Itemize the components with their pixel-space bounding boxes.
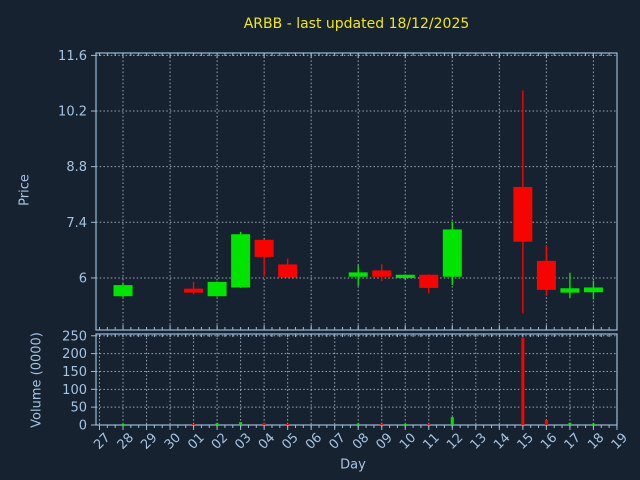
candle-body [184, 288, 204, 293]
volume-bar [286, 424, 290, 425]
price-panel-border [95, 52, 618, 331]
candle-body [113, 285, 133, 297]
volume-bar [356, 423, 360, 425]
volume-panel-border [95, 333, 618, 426]
volume-bar [544, 420, 548, 425]
x-tick-label: 01 [185, 430, 207, 452]
candle-body [395, 274, 415, 278]
candle-body [372, 270, 392, 277]
x-tick-label: 28 [115, 430, 137, 452]
candle-body [513, 186, 533, 242]
price-tick-label: 7.4 [66, 216, 87, 231]
price-tick-label: 6 [79, 271, 87, 286]
x-tick-label: 13 [468, 430, 490, 452]
volume-bar [427, 424, 431, 425]
volume-tick-label: 50 [70, 401, 87, 416]
volume-tick-label: 100 [62, 383, 87, 398]
price-tick-label: 8.8 [66, 160, 87, 175]
volume-bar [215, 423, 219, 425]
candle-body [278, 264, 298, 278]
candle-body [560, 288, 580, 293]
x-tick-label: 07 [326, 430, 348, 452]
x-tick-label: 17 [562, 430, 584, 452]
price-tick-label: 11.6 [58, 49, 87, 64]
x-tick-label: 15 [515, 430, 537, 452]
candle-body [348, 272, 368, 277]
price-tick-label: 10.2 [58, 105, 87, 120]
x-tick-label: 19 [609, 430, 631, 452]
volume-bar [568, 422, 572, 425]
x-tick-label: 18 [585, 430, 607, 452]
volume-bar [192, 424, 196, 425]
volume-bar [380, 423, 384, 425]
volume-bar [239, 422, 243, 425]
price-axis-label: Price [17, 174, 33, 206]
candle-body [254, 239, 274, 257]
candle-body [419, 274, 439, 288]
x-tick-label: 11 [421, 430, 443, 452]
x-tick-label: 03 [232, 430, 254, 452]
x-axis-label: Day [340, 457, 366, 473]
volume-bar [262, 422, 266, 425]
x-tick-label: 06 [303, 430, 325, 452]
x-tick-label: 09 [373, 430, 395, 452]
x-tick-label: 30 [162, 430, 184, 452]
volume-bar [521, 337, 525, 425]
x-tick-label: 27 [91, 430, 113, 452]
volume-bar [591, 423, 595, 425]
volume-tick-label: 200 [62, 347, 87, 362]
x-tick-label: 12 [444, 430, 466, 452]
candle-body [536, 260, 556, 290]
x-tick-label: 29 [138, 430, 160, 452]
x-tick-label: 10 [397, 430, 419, 452]
candle-body [583, 287, 603, 293]
volume-tick-label: 250 [62, 329, 87, 344]
chart-title: ARBB - last updated 18/12/2025 [243, 16, 470, 32]
candle-body [231, 234, 251, 288]
x-tick-label: 02 [209, 430, 231, 452]
volume-bar [403, 424, 407, 425]
volume-bar [450, 417, 454, 425]
x-tick-label: 08 [350, 430, 372, 452]
x-tick-label: 16 [538, 430, 560, 452]
candle-body [442, 229, 462, 277]
volume-bar [121, 424, 125, 425]
x-tick-label: 14 [491, 430, 513, 452]
candle-body [207, 281, 227, 297]
volume-axis-label: Volume (0000) [29, 332, 45, 428]
volume-tick-label: 150 [62, 365, 87, 380]
x-tick-label: 05 [279, 430, 301, 452]
x-tick-label: 04 [256, 430, 278, 452]
volume-tick-label: 0 [79, 419, 87, 434]
